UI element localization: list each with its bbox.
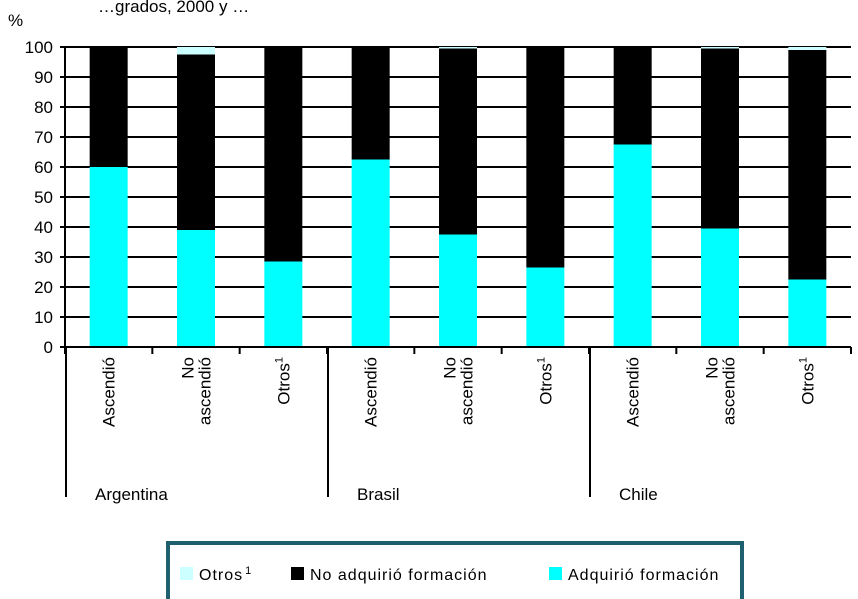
category-label-text: Otros [274,363,293,405]
y-tick-label: 20 [34,278,53,297]
bar-segment [788,47,827,50]
category-label-text: No [179,357,198,379]
legend: Otros 1 No adquirió formación Adquirió form… [166,541,744,599]
chart-title: …grados, 2000 y … [98,0,249,16]
y-tick-label: 90 [34,68,53,87]
bar-segment [526,47,565,268]
category-label-text: ascendió [458,357,477,425]
y-tick-label: 10 [34,308,53,327]
bar-segment [526,267,565,347]
bar-segment [351,159,390,347]
category-label-text: No [703,357,722,379]
category-label: Ascendió [100,357,119,427]
legend-entry: Otros 1 [199,565,252,584]
axes [60,47,852,497]
bar-segment [264,47,303,262]
category-label: Ascendió [624,357,643,427]
y-tick-label: 70 [34,128,53,147]
group-labels: Argentina Brasil Chile [95,485,658,504]
bar-segment [788,50,827,280]
legend-swatch [291,567,304,580]
category-label-text: No [441,357,460,379]
bar-segment [177,230,215,347]
bar-segment [701,228,739,347]
category-label-text: Ascendió [624,357,643,427]
group-label: Argentina [95,485,168,504]
y-tick-label: 100 [25,38,53,57]
bar-segment [701,48,739,229]
category-label: Otros1 [273,357,293,405]
category-label: Otros1 [535,357,555,405]
bar-segment [439,234,477,347]
bar-segment [351,47,390,160]
bar-segment [89,47,128,167]
y-tick-label: 30 [34,248,53,267]
category-label-text: Ascendió [100,357,119,427]
y-axis-unit: % [8,11,23,30]
bar-segment [439,47,477,49]
y-tick-label: 60 [34,158,53,177]
category-label: Otros1 [797,357,817,405]
legend-entry: Adquirió formación [568,567,719,584]
y-tick-label: 50 [34,188,53,207]
y-tick-labels: 0 10 20 30 40 50 60 70 80 90 100 [25,38,53,357]
category-label-superscript: 1 [797,357,809,363]
category-label: Ascendió [362,357,381,427]
legend-swatch [180,567,193,580]
legend-swatch [549,567,562,580]
bar-segment [177,54,215,230]
bar-segment [177,47,215,55]
bar-segment [788,279,827,347]
category-label-text: Otros [536,363,555,405]
bars [89,47,827,347]
group-label: Chile [619,485,658,504]
category-label-superscript: 1 [273,357,285,363]
svg-text:Otros1: Otros1 [797,357,817,405]
legend-entry: No adquirió formación [310,567,488,584]
bar-segment [613,47,652,145]
category-label-text: Otros [798,363,817,405]
bar-segment [613,144,652,347]
y-tick-label: 40 [34,218,53,237]
y-tick-label: 0 [44,338,53,357]
category-label-text: ascendió [720,357,739,425]
group-label: Brasil [357,485,400,504]
category-label-superscript: 1 [535,357,547,363]
bar-segment [89,167,128,347]
bar-segment [264,261,303,347]
y-tick-label: 80 [34,98,53,117]
category-label-text: ascendió [196,357,215,425]
svg-text:Otros1: Otros1 [273,357,293,405]
bar-segment [701,47,739,49]
svg-text:Otros1: Otros1 [535,357,555,405]
category-label-text: Ascendió [362,357,381,427]
legend-box [166,541,744,599]
bar-segment [439,48,477,235]
